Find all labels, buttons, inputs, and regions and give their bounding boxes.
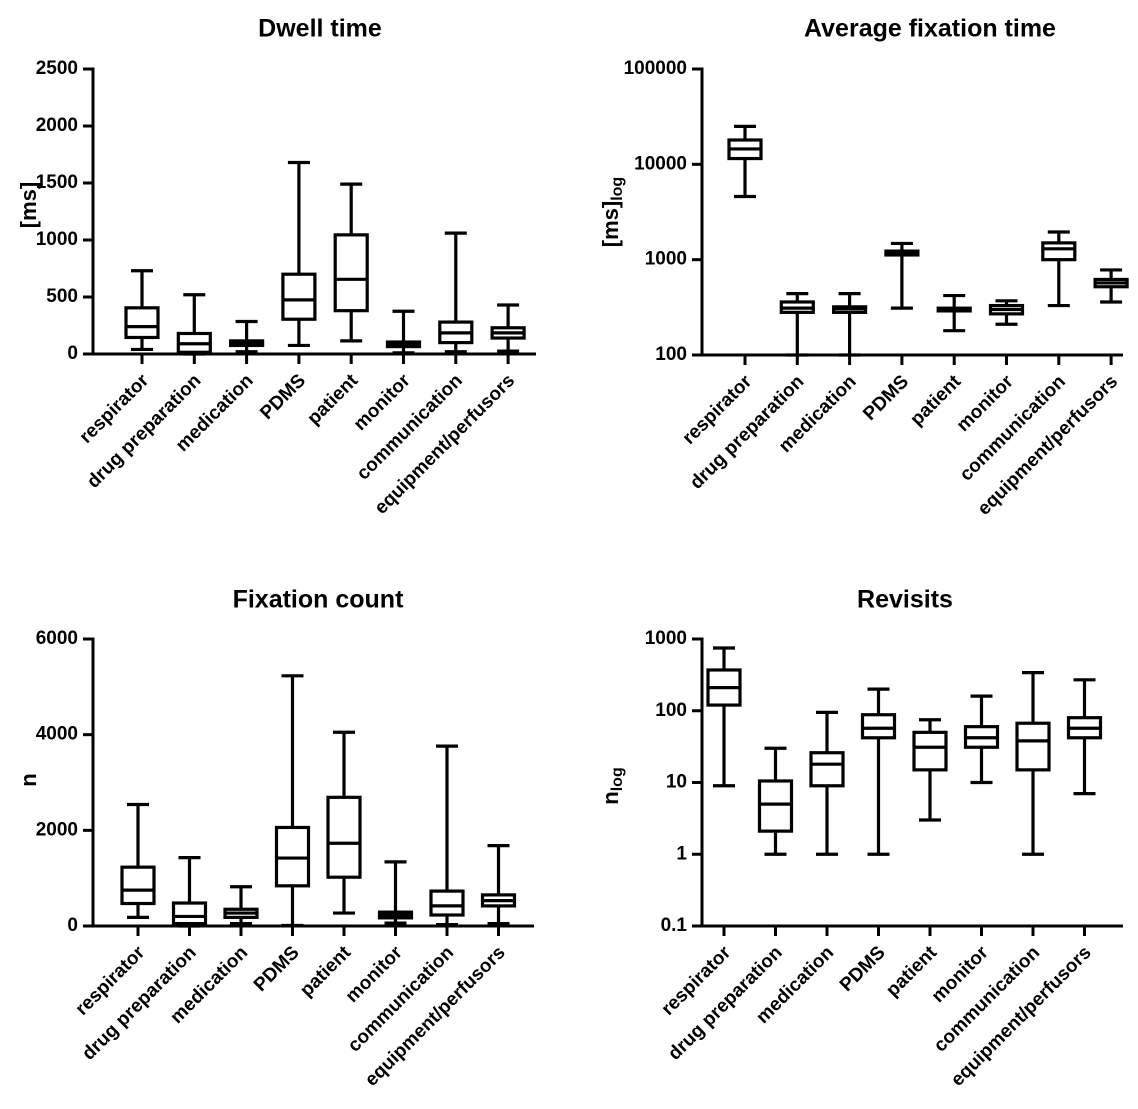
iqr-box (757, 779, 794, 833)
box-respirator (727, 124, 763, 365)
iqr-box (326, 795, 362, 879)
box-communication (1015, 671, 1051, 936)
iqr-box (809, 751, 845, 788)
iqr-box (429, 889, 465, 917)
box-pdms (860, 687, 897, 936)
y-axis-label: [ms] (16, 182, 41, 228)
box-drug-preparation (757, 746, 794, 936)
box-respirator (120, 802, 156, 936)
chart-panel-0: Dwell time05001000150020002500[ms]respir… (16, 15, 536, 519)
box-patient (333, 182, 369, 364)
y-tick-label: 4000 (36, 724, 78, 745)
box-monitor (963, 694, 1000, 936)
x-tick-label: PDMS (256, 370, 310, 424)
box-pdms (884, 241, 920, 365)
box-equipment-perfusors (1066, 678, 1103, 936)
box-monitor (385, 309, 422, 364)
y-tick-label: 2000 (36, 819, 78, 840)
box-equipment-perfusors (480, 844, 517, 936)
y-axis-label: [ms]log (598, 177, 626, 247)
y-axis-label: nlog (598, 767, 626, 804)
box-medication (831, 292, 868, 365)
box-medication (809, 710, 845, 936)
iqr-box (860, 713, 897, 740)
y-tick-label: 2000 (36, 115, 78, 136)
y-tick-label: 10 (666, 772, 687, 793)
box-communication (429, 744, 465, 936)
y-tick-label: 1000 (36, 229, 78, 250)
box-equipment-perfusors (490, 303, 526, 364)
box-medication (229, 319, 265, 364)
box-communication (438, 231, 474, 364)
chart-title: Average fixation time (804, 15, 1056, 43)
box-respirator (706, 646, 742, 936)
box-patient (912, 718, 948, 936)
y-tick-label: 500 (46, 286, 78, 307)
y-tick-label: 0.1 (661, 915, 688, 936)
y-tick-label: 1500 (36, 172, 78, 193)
chart-title: Dwell time (258, 15, 382, 43)
box-respirator (124, 269, 160, 364)
iqr-box (1041, 241, 1077, 262)
box-medication (223, 885, 259, 936)
x-tick-label: PDMS (836, 942, 890, 996)
box-pdms (274, 674, 311, 936)
box-patient (326, 730, 362, 936)
y-tick-label: 10000 (634, 153, 687, 174)
box-monitor (377, 860, 414, 936)
iqr-box (912, 730, 948, 772)
y-tick-label: 6000 (36, 628, 78, 649)
y-tick-label: 100 (655, 344, 687, 365)
box-pdms (281, 160, 317, 364)
y-tick-label: 1000 (645, 249, 687, 270)
iqr-box (124, 306, 160, 340)
box-monitor (988, 299, 1025, 365)
y-tick-label: 1000 (645, 628, 687, 649)
box-patient (936, 293, 972, 365)
iqr-box (120, 865, 156, 906)
box-equipment-perfusors (1093, 268, 1129, 365)
chart-title: Fixation count (233, 586, 405, 614)
x-tick-label: PDMS (859, 371, 913, 425)
iqr-box (281, 272, 317, 321)
x-tick-label: PDMS (250, 942, 304, 996)
y-tick-label: 1 (676, 843, 687, 864)
box-drug-preparation (176, 293, 212, 364)
y-tick-label: 0 (67, 343, 78, 364)
box-communication (1041, 230, 1077, 365)
iqr-box (171, 901, 208, 926)
y-tick-label: 0 (67, 915, 78, 936)
chart-panel-2: Fixation count0200040006000nrespiratordr… (16, 586, 534, 1091)
iqr-box (1015, 721, 1051, 772)
y-tick-label: 100 (655, 700, 687, 721)
y-tick-label: 100000 (624, 58, 687, 79)
y-axis-label: n (16, 773, 41, 786)
chart-title: Revisits (857, 586, 953, 614)
box-drug-preparation (779, 292, 815, 365)
chart-panel-1: Average fixation time 100 1000 10000 100000 [… (598, 15, 1129, 520)
chart-panel-3: Revisits0.11101001000nlogrespiratordrug … (598, 586, 1123, 1091)
box-drug-preparation (171, 855, 208, 936)
y-tick-label: 2500 (36, 58, 78, 79)
iqr-box (333, 233, 369, 313)
